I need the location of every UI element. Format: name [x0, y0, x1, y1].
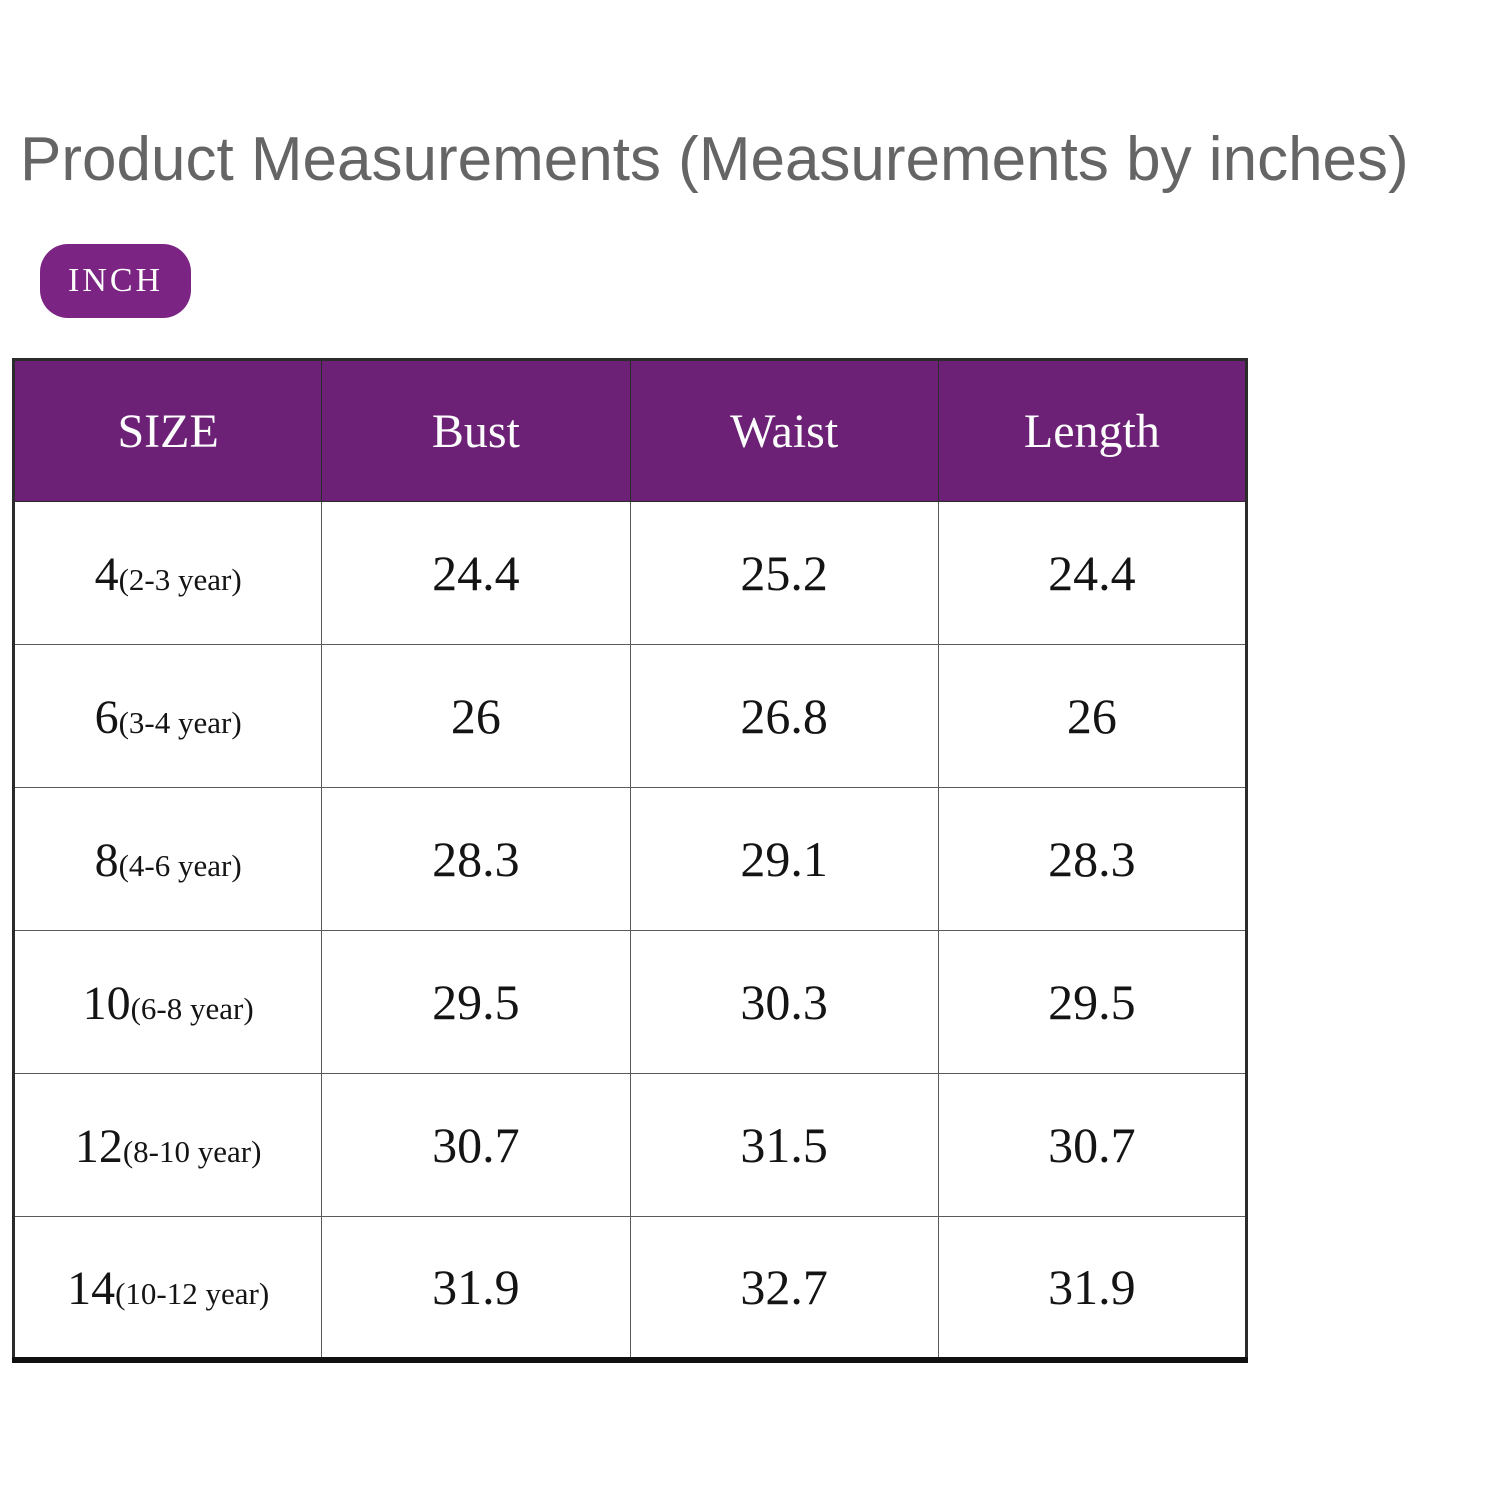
bust-cell: 28.3 — [321, 787, 631, 931]
bust-cell: 29.5 — [321, 930, 631, 1074]
waist-cell: 31.5 — [629, 1073, 939, 1217]
size-value: 4 — [94, 548, 119, 601]
inch-unit-badge: INCH — [40, 244, 192, 318]
size-cell: 4(2-3 year) — [12, 501, 323, 645]
length-cell: 24.4 — [937, 501, 1248, 645]
size-age-range: (10-12 year) — [115, 1275, 270, 1311]
header-cell-length: Length — [937, 359, 1248, 502]
size-chart-table: SIZE Bust Waist Length 4(2-3 year) 24.4 … — [12, 358, 1248, 1363]
table-row: 10(6-8 year) 29.5 30.3 29.5 — [12, 930, 1248, 1074]
length-cell: 30.7 — [937, 1073, 1248, 1217]
bust-cell: 30.7 — [321, 1073, 631, 1217]
table-row: 8(4-6 year) 28.3 29.1 28.3 — [12, 787, 1248, 931]
size-cell: 12(8-10 year) — [12, 1073, 323, 1217]
table-header-row: SIZE Bust Waist Length — [12, 359, 1248, 502]
header-cell-size: SIZE — [12, 359, 323, 502]
length-cell: 28.3 — [937, 787, 1248, 931]
waist-cell: 25.2 — [629, 501, 939, 645]
size-age-range: (4-6 year) — [118, 848, 242, 883]
size-value: 6 — [94, 691, 119, 744]
size-value: 8 — [94, 834, 119, 887]
waist-cell: 26.8 — [629, 644, 939, 788]
bust-cell: 31.9 — [321, 1216, 631, 1360]
size-value: 12 — [74, 1120, 123, 1173]
length-cell: 29.5 — [937, 930, 1248, 1074]
size-value: 10 — [82, 977, 131, 1030]
size-cell: 14(10-12 year) — [12, 1216, 323, 1360]
waist-cell: 30.3 — [629, 930, 939, 1074]
inch-badge-label: INCH — [68, 262, 164, 299]
length-cell: 31.9 — [937, 1216, 1248, 1360]
table-row: 6(3-4 year) 26 26.8 26 — [12, 644, 1248, 788]
size-age-range: (3-4 year) — [118, 705, 242, 740]
waist-cell: 32.7 — [629, 1216, 939, 1360]
header-cell-bust: Bust — [321, 359, 631, 502]
size-cell: 6(3-4 year) — [12, 644, 323, 788]
header-cell-waist: Waist — [629, 359, 939, 502]
bust-cell: 24.4 — [321, 501, 631, 645]
table-row: 12(8-10 year) 30.7 31.5 30.7 — [12, 1073, 1248, 1217]
size-cell: 10(6-8 year) — [12, 930, 323, 1074]
waist-cell: 29.1 — [629, 787, 939, 931]
page-title: Product Measurements (Measurements by in… — [20, 125, 1409, 194]
size-age-range: (2-3 year) — [118, 562, 242, 597]
table-row: 14(10-12 year) 31.9 32.7 31.9 — [12, 1216, 1248, 1360]
length-cell: 26 — [937, 644, 1248, 788]
size-cell: 8(4-6 year) — [12, 787, 323, 931]
size-age-range: (6-8 year) — [130, 991, 254, 1026]
size-age-range: (8-10 year) — [122, 1134, 262, 1169]
size-value: 14 — [67, 1261, 116, 1315]
table-row: 4(2-3 year) 24.4 25.2 24.4 — [12, 501, 1248, 645]
bust-cell: 26 — [321, 644, 631, 788]
